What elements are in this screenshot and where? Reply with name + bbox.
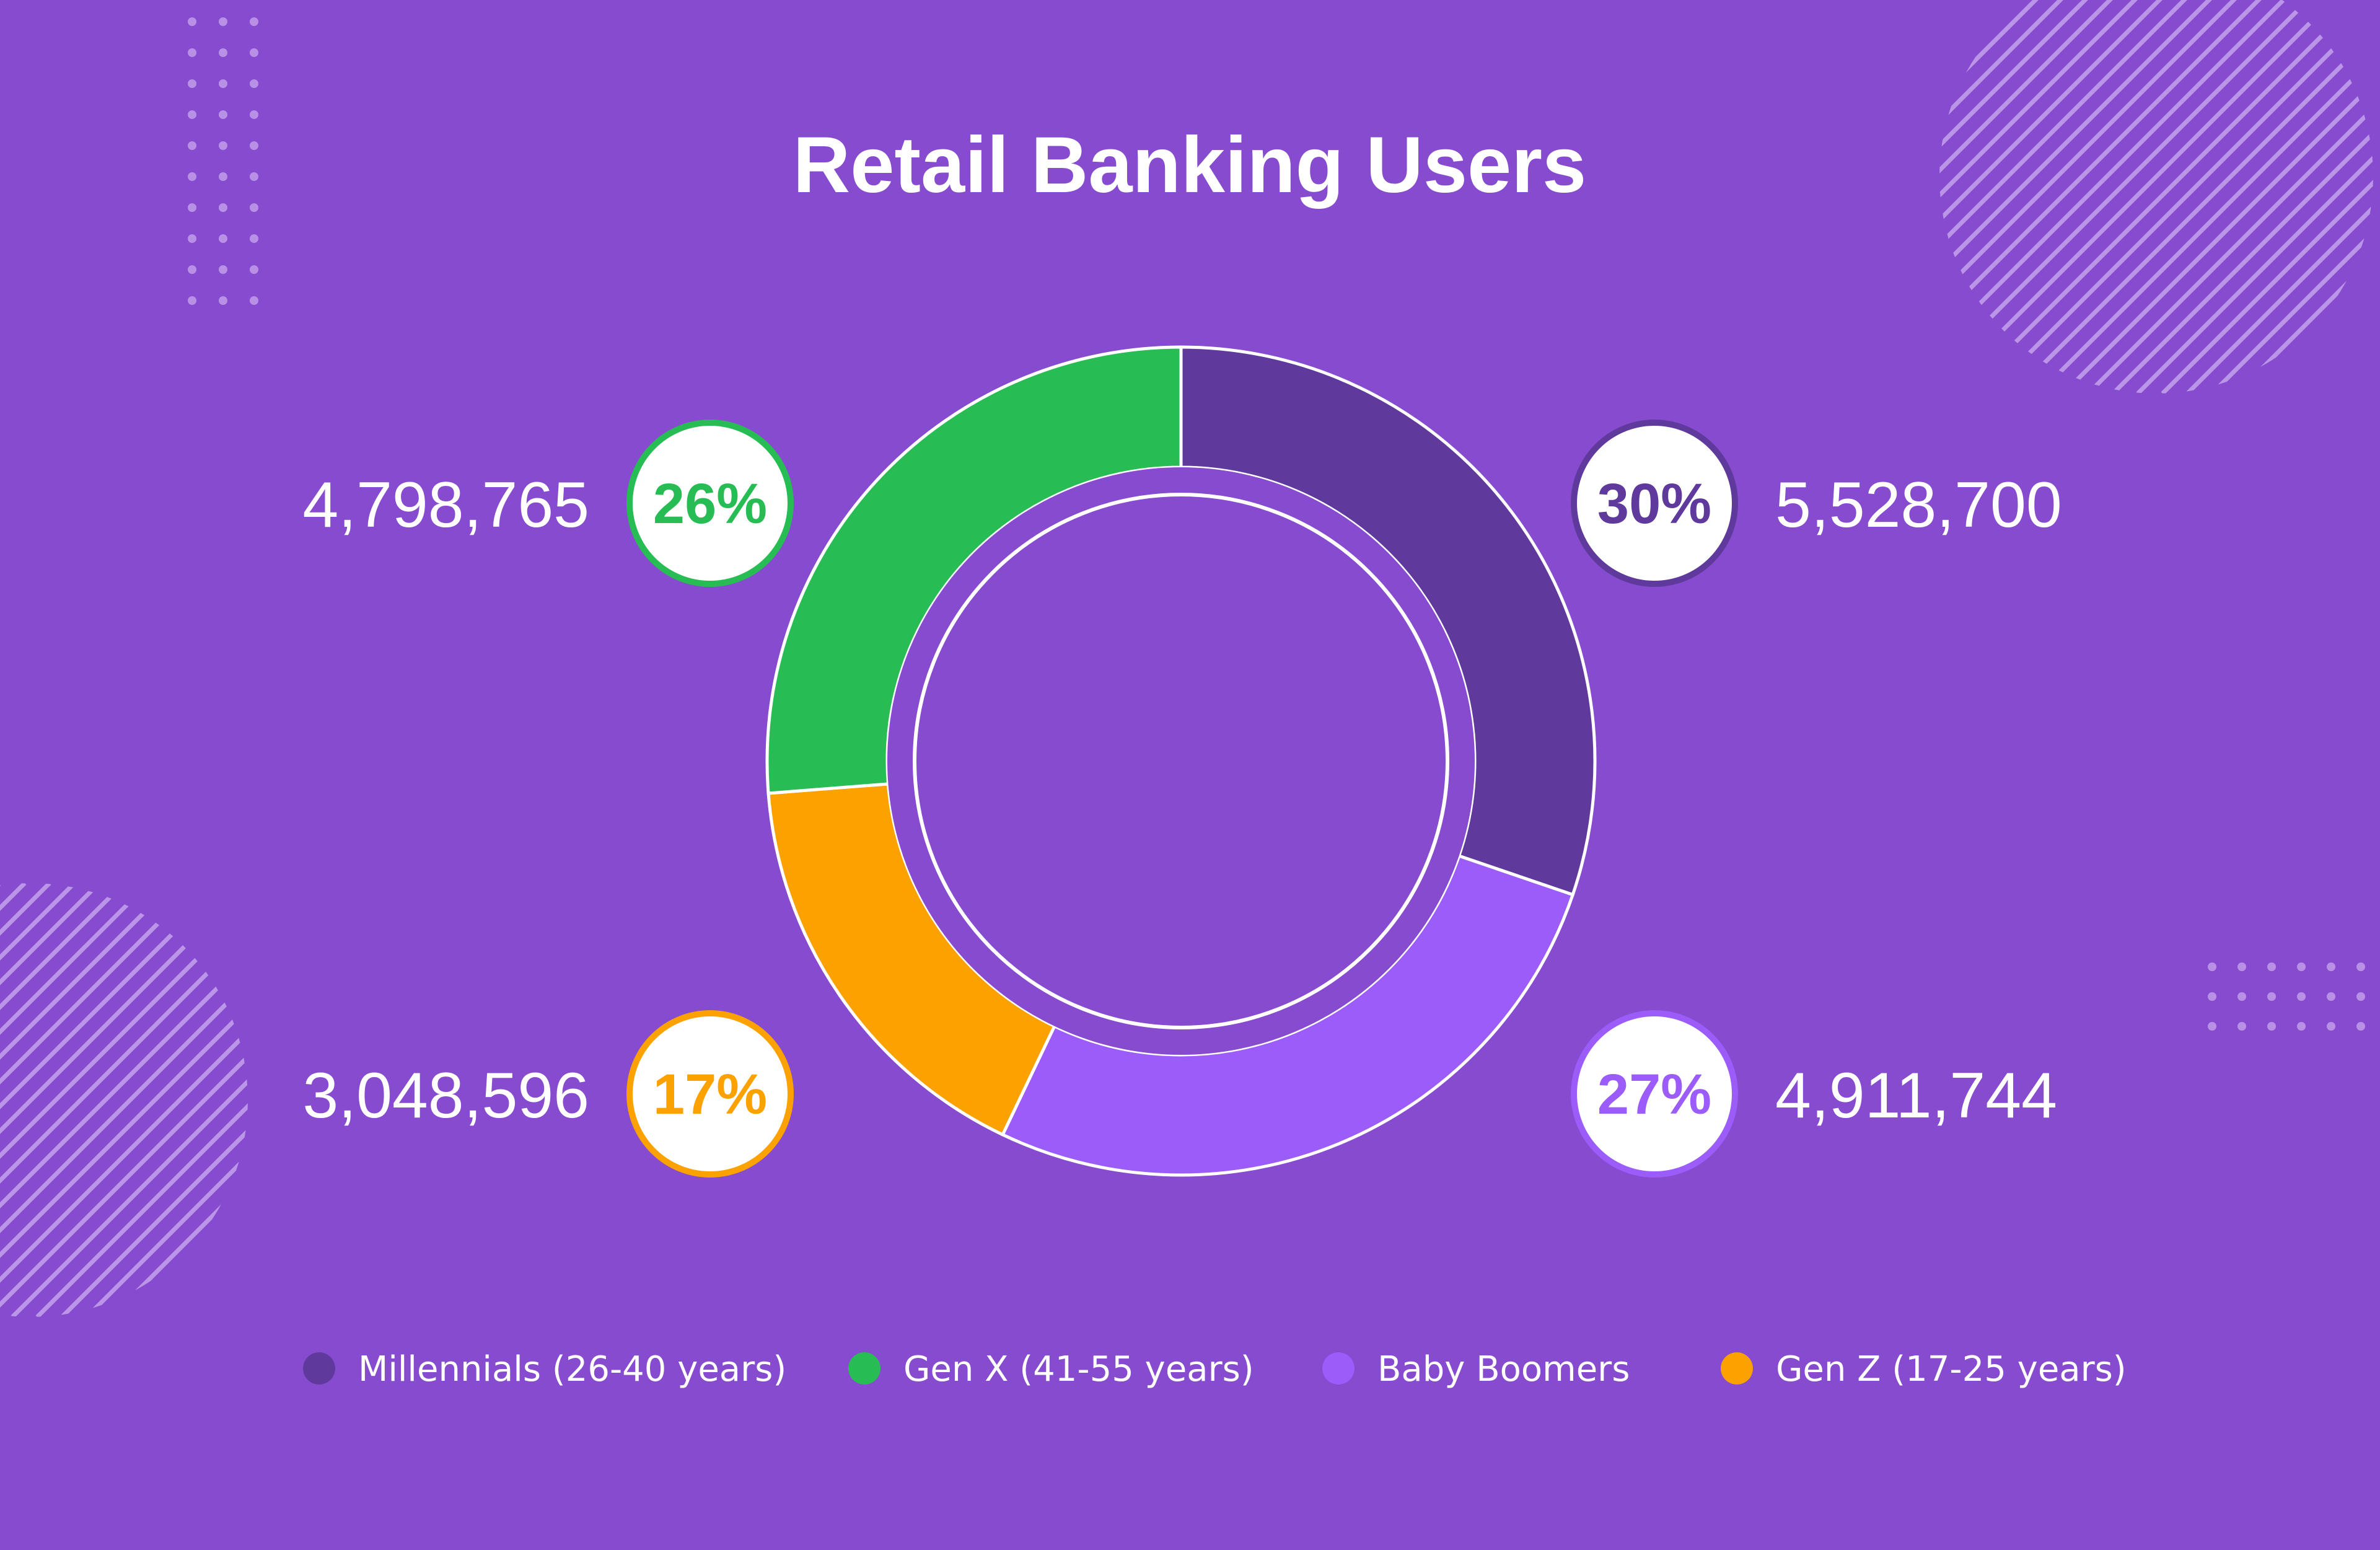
chart-legend: Millennials (26-40 years) Gen X (41-55 ye… [303,1349,2127,1389]
striped-circle-top-right [1939,0,2373,394]
donut-inner-hole [887,467,1475,1055]
percent-label: 30% [1597,472,1711,535]
legend-item-gen-x: Gen X (41-55 years) [848,1349,1254,1389]
background-decorations [0,0,2373,1317]
chart-title: Retail Banking Users [793,121,1586,209]
legend-swatch [303,1352,335,1385]
callout-baby-boomers: 27% 4,911,744 [1571,1010,2057,1178]
percent-label: 17% [653,1063,767,1126]
donut-slices [765,345,1597,1177]
legend-label: Gen X (41-55 years) [903,1349,1254,1389]
percent-label: 27% [1597,1063,1711,1126]
callout-gen-z: 17% 3,048,596 [302,1010,794,1178]
value-label: 4,911,744 [1775,1060,2057,1132]
dot-pattern-top-left [188,17,258,305]
legend-swatch [1322,1352,1355,1385]
percent-badge [1571,420,1738,587]
percent-badge [626,420,794,587]
value-label: 3,048,596 [302,1060,589,1132]
legend-item-baby-boomers: Baby Boomers [1322,1349,1630,1389]
callout-millennials: 30% 5,528,700 [1571,420,2062,587]
legend-label: Millennials (26-40 years) [358,1349,786,1389]
percent-badge [1571,1010,1738,1178]
percent-badge [626,1010,794,1178]
legend-item-millennials: Millennials (26-40 years) [303,1349,786,1389]
percent-label: 26% [653,472,767,535]
legend-swatch [1721,1352,1753,1385]
value-label: 4,798,765 [302,469,589,541]
value-label: 5,528,700 [1775,469,2062,541]
legend-swatch [848,1352,880,1385]
dot-pattern-right [2208,962,2365,1031]
legend-label: Baby Boomers [1377,1349,1630,1389]
callout-gen-x: 26% 4,798,765 [302,420,794,587]
legend-label: Gen Z (17-25 years) [1776,1349,2127,1389]
donut-inner-ring [913,493,1449,1029]
slice-callouts: 30% 5,528,700 27% 4,911,744 17% 3,048,596 26% 4… [302,420,2062,1178]
legend-item-gen-z: Gen Z (17-25 years) [1721,1349,2127,1389]
